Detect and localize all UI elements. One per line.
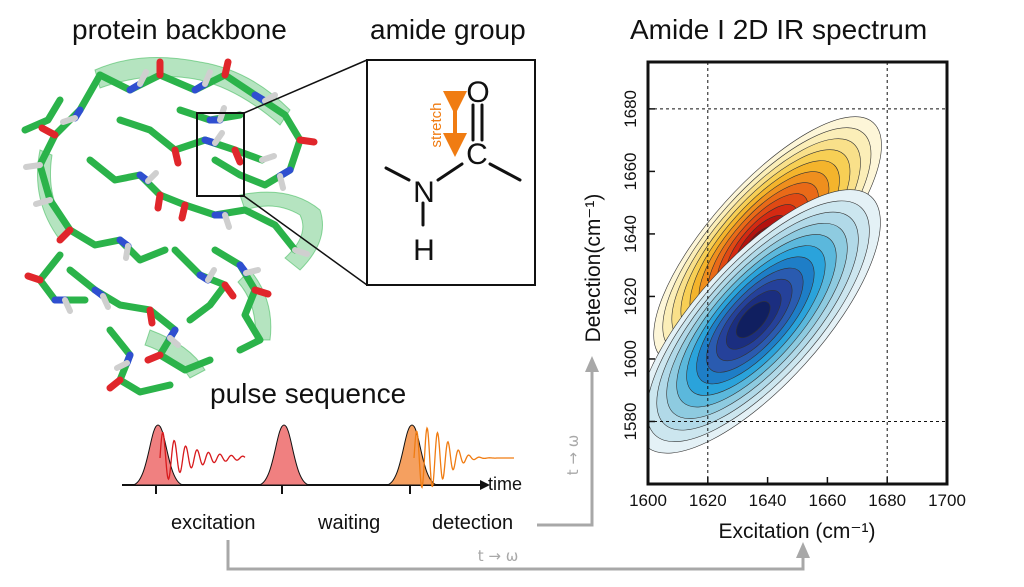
echo-signal	[413, 426, 514, 489]
backbone-title: protein backbone	[72, 14, 287, 45]
x-tick-label: 1660	[808, 491, 846, 510]
detection-label: detection	[432, 512, 514, 534]
pulse-sequence	[122, 424, 514, 494]
atom-C: C	[466, 138, 488, 171]
x-tick-label: 1680	[868, 491, 906, 510]
horizontal-transform-label: t → ω	[478, 547, 519, 565]
y-tick-label: 1600	[621, 340, 640, 378]
x-tick-label: 1600	[629, 491, 667, 510]
spectrum-plot: 1600 1620 1640 1660 1680 1700 1580 1600 1620 164…	[582, 60, 966, 543]
spectrum-title: Amide I 2D IR spectrum	[630, 14, 928, 45]
pulse-1	[131, 424, 185, 486]
x-tick-label: 1700	[928, 491, 966, 510]
atom-O: O	[466, 76, 489, 109]
protein-backbone-model	[21, 57, 323, 396]
y-tick-label: 1640	[621, 215, 640, 253]
waiting-label: waiting	[318, 512, 381, 534]
x-tick-label: 1620	[689, 491, 727, 510]
free-induction-decay-1	[159, 432, 246, 481]
amide-structure	[384, 103, 522, 227]
y-axis-title: Detection(cm⁻¹)	[582, 194, 605, 343]
x-axis-title: Excitation (cm⁻¹)	[719, 520, 876, 543]
fourier-arrows: t → ω t → ω	[226, 356, 810, 571]
x-tick-label: 1640	[749, 491, 787, 510]
plot-frame	[646, 60, 949, 486]
y-tick-label: 1680	[621, 90, 640, 128]
time-label: time	[488, 474, 523, 494]
atom-N: N	[413, 176, 435, 209]
atom-H: H	[413, 234, 435, 267]
y-tick-label: 1580	[621, 403, 640, 441]
negative-peak-contour	[735, 301, 771, 339]
y-tick-label: 1660	[621, 152, 640, 190]
pulse-3	[385, 424, 439, 486]
pulse-2	[257, 424, 311, 486]
pulse-title: pulse sequence	[210, 378, 407, 409]
amide-title: amide group	[370, 14, 526, 45]
stretch-label: stretch	[428, 102, 445, 147]
vertical-transform-label: t → ω	[564, 435, 582, 476]
excitation-label: excitation	[171, 512, 256, 534]
y-tick-label: 1620	[621, 278, 640, 316]
